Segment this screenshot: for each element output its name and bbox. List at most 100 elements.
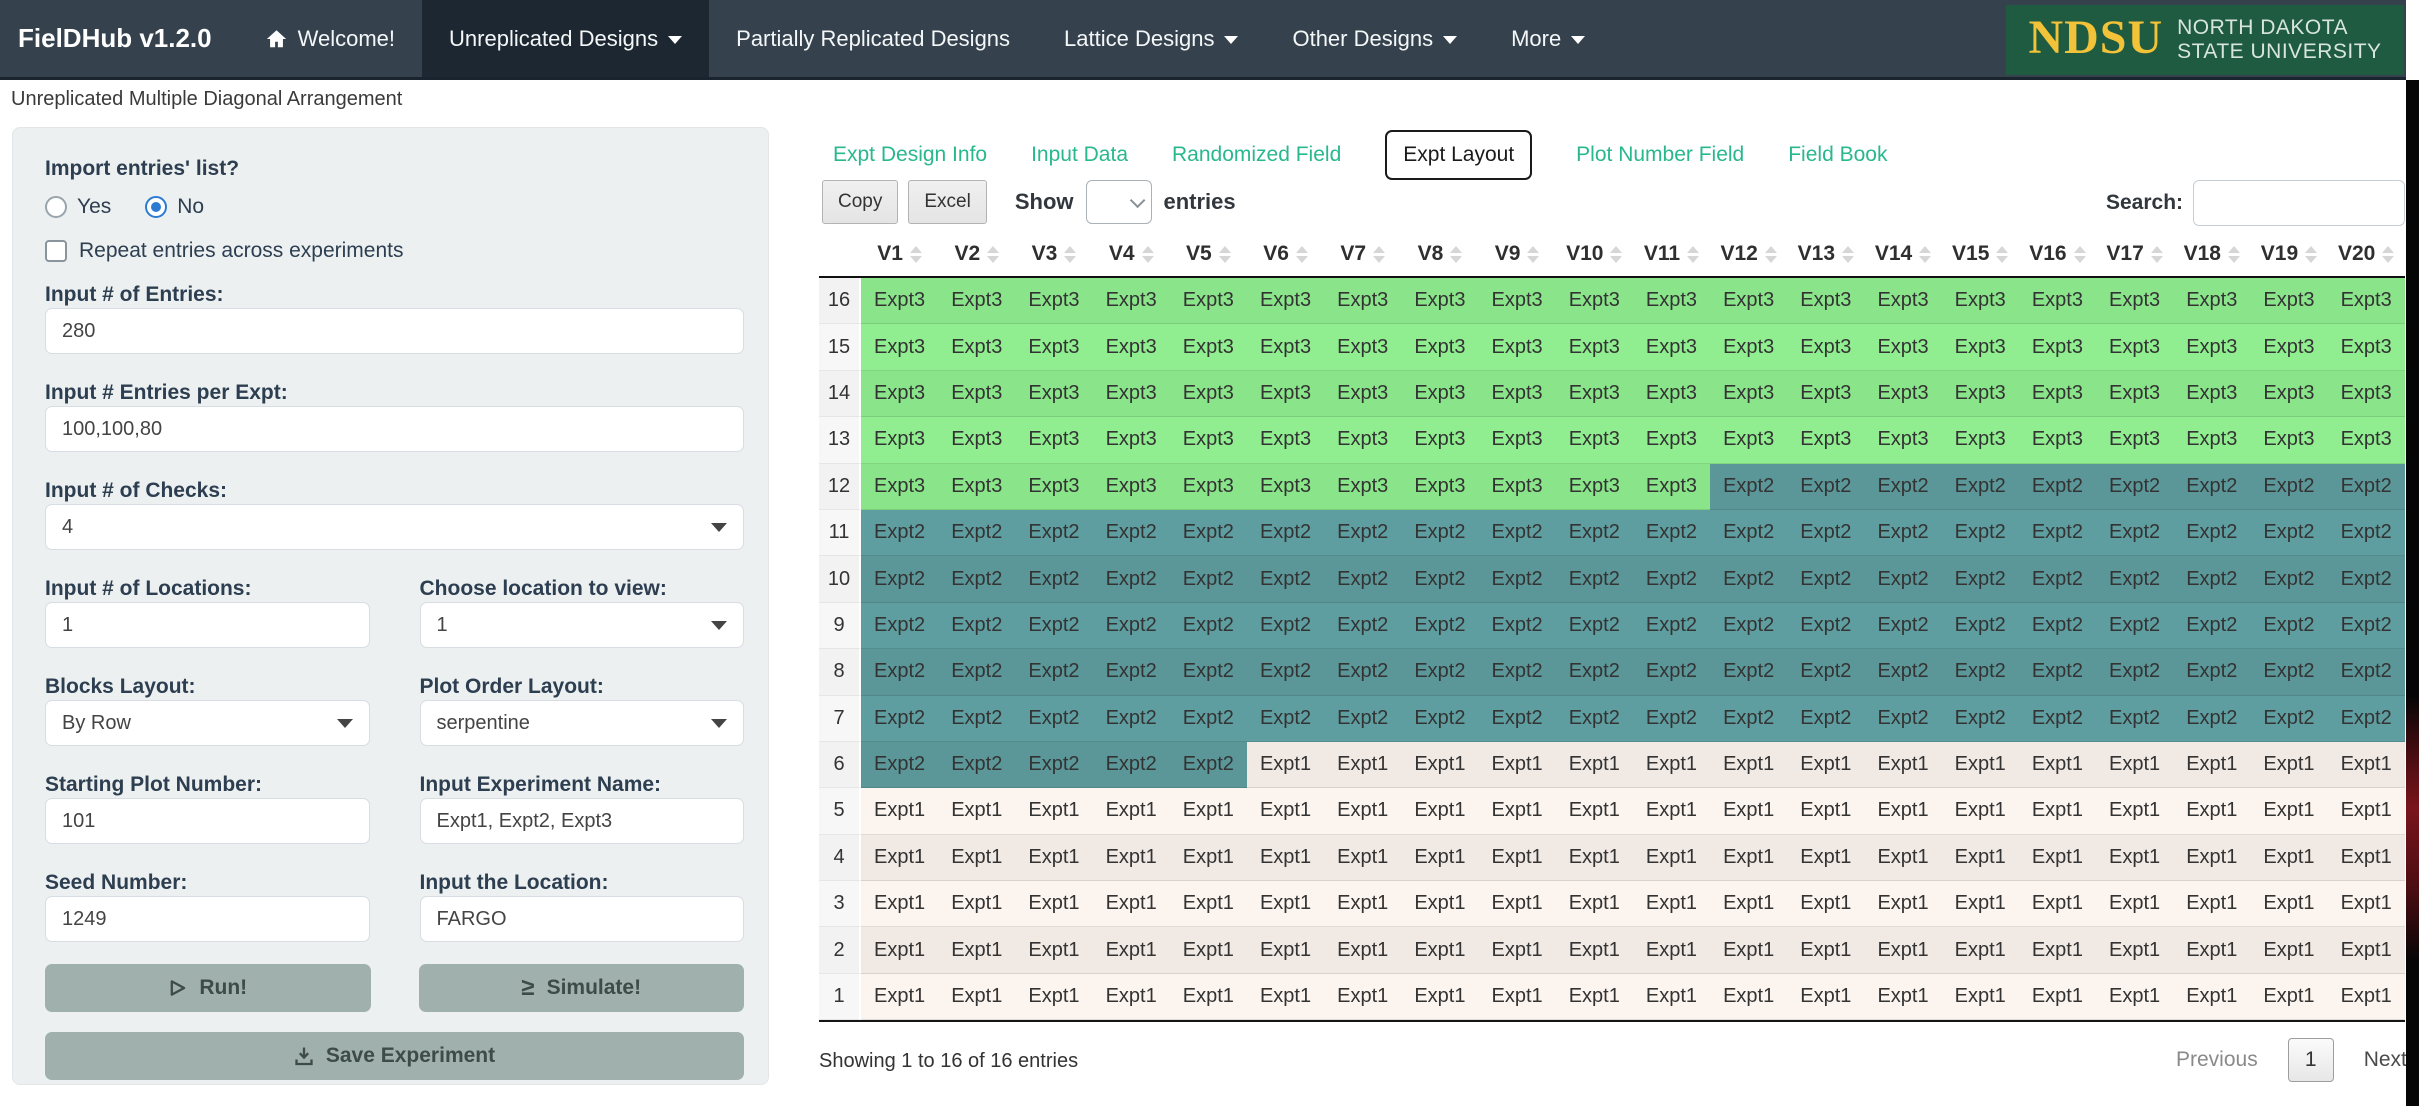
page-length-select[interactable] — [1086, 180, 1152, 224]
column-header-v1[interactable]: V1 — [861, 232, 938, 278]
table-cell: Expt1 — [861, 788, 938, 834]
table-cell: Expt2 — [1093, 649, 1170, 695]
column-header-v11[interactable]: V11 — [1633, 232, 1710, 278]
excel-button[interactable]: Excel — [908, 180, 986, 224]
plot-order-select[interactable]: serpentine — [420, 700, 745, 746]
radio-icon[interactable] — [45, 196, 67, 218]
column-header-v14[interactable]: V14 — [1864, 232, 1941, 278]
table-cell: Expt2 — [1633, 603, 1710, 649]
tab-expt-design-info[interactable]: Expt Design Info — [833, 143, 987, 167]
table-cell: Expt1 — [1401, 788, 1478, 834]
table-cell: Expt1 — [2328, 927, 2405, 973]
column-header-v13[interactable]: V13 — [1787, 232, 1864, 278]
nav-item-other-designs[interactable]: Other Designs — [1265, 0, 1484, 77]
table-cell: Expt3 — [1556, 278, 1633, 324]
save-experiment-button[interactable]: Save Experiment — [45, 1032, 744, 1080]
table-cell: Expt1 — [1787, 927, 1864, 973]
nav-item-welcome[interactable]: Welcome! — [238, 0, 422, 77]
table-cell: Expt2 — [2328, 603, 2405, 649]
locations-input[interactable] — [45, 602, 370, 648]
blocks-layout-select[interactable]: By Row — [45, 700, 370, 746]
column-header-v3[interactable]: V3 — [1015, 232, 1092, 278]
column-header-v7[interactable]: V7 — [1324, 232, 1401, 278]
table-cell: Expt2 — [1787, 603, 1864, 649]
column-header-v16[interactable]: V16 — [2019, 232, 2096, 278]
table-cell: Expt3 — [1247, 278, 1324, 324]
column-header-v6[interactable]: V6 — [1247, 232, 1324, 278]
column-header-v2[interactable]: V2 — [938, 232, 1015, 278]
table-cell: Expt1 — [2096, 927, 2173, 973]
chevron-down-icon — [711, 719, 727, 728]
page-title: Unreplicated Multiple Diagonal Arrangeme… — [11, 88, 402, 111]
run-button[interactable]: Run! — [45, 964, 371, 1012]
table-cell: Expt3 — [2250, 417, 2327, 463]
search-input[interactable] — [2193, 180, 2405, 226]
column-header-v8[interactable]: V8 — [1401, 232, 1478, 278]
nav-item-unreplicated-designs[interactable]: Unreplicated Designs — [422, 0, 709, 77]
table-cell: Expt2 — [1479, 603, 1556, 649]
checks-select[interactable]: 4 — [45, 504, 744, 550]
table-cell: Expt3 — [2328, 278, 2405, 324]
experiment-name-input[interactable] — [420, 798, 745, 844]
table-cell: Expt2 — [1864, 464, 1941, 510]
column-header-v5[interactable]: V5 — [1170, 232, 1247, 278]
radio-option-yes[interactable]: Yes — [45, 195, 111, 219]
table-cell: Expt3 — [1633, 417, 1710, 463]
column-header-v4[interactable]: V4 — [1093, 232, 1170, 278]
page-1-button[interactable]: 1 — [2288, 1038, 2334, 1082]
nav-item-partially-replicated-designs[interactable]: Partially Replicated Designs — [709, 0, 1037, 77]
table-cell: Expt3 — [2019, 278, 2096, 324]
tab-expt-layout[interactable]: Expt Layout — [1385, 130, 1532, 180]
table-cell: Expt1 — [2328, 881, 2405, 927]
column-header-v15[interactable]: V15 — [1942, 232, 2019, 278]
home-icon — [265, 28, 288, 50]
tab-input-data[interactable]: Input Data — [1031, 143, 1128, 167]
simulate-button[interactable]: ≥ Simulate! — [419, 964, 745, 1012]
column-header-v10[interactable]: V10 — [1556, 232, 1633, 278]
next-page-button[interactable]: Next — [2364, 1048, 2407, 1072]
sort-icon — [1842, 246, 1854, 263]
nav-item-lattice-designs[interactable]: Lattice Designs — [1037, 0, 1265, 77]
result-tabs: Expt Design Info Input Data Randomized Fie… — [833, 130, 1887, 180]
column-header-v19[interactable]: V19 — [2250, 232, 2327, 278]
tab-randomized-field[interactable]: Randomized Field — [1172, 143, 1341, 167]
entries-per-expt-input[interactable] — [45, 406, 744, 452]
table-cell: Expt2 — [1247, 696, 1324, 742]
column-header-v9[interactable]: V9 — [1479, 232, 1556, 278]
column-header-v20[interactable]: V20 — [2328, 232, 2405, 278]
tab-field-book[interactable]: Field Book — [1788, 143, 1887, 167]
copy-button[interactable]: Copy — [822, 180, 898, 224]
row-number: 14 — [819, 371, 861, 417]
app-brand[interactable]: FielDHub v1.2.0 — [0, 0, 238, 77]
row-number: 6 — [819, 742, 861, 788]
table-cell: Expt1 — [938, 974, 1015, 1020]
table-cell: Expt3 — [1247, 324, 1324, 370]
column-header-v18[interactable]: V18 — [2173, 232, 2250, 278]
starting-plot-input[interactable] — [45, 798, 370, 844]
table-cell: Expt2 — [1633, 510, 1710, 556]
column-header-v12[interactable]: V12 — [1710, 232, 1787, 278]
table-cell: Expt3 — [1787, 324, 1864, 370]
table-cell: Expt1 — [861, 835, 938, 881]
table-cell: Expt1 — [1942, 927, 2019, 973]
table-cell: Expt2 — [1556, 603, 1633, 649]
table-cell: Expt1 — [1633, 927, 1710, 973]
location-view-select[interactable]: 1 — [420, 602, 745, 648]
seed-input[interactable] — [45, 896, 370, 942]
entries-input[interactable] — [45, 308, 744, 354]
tab-plot-number-field[interactable]: Plot Number Field — [1576, 143, 1744, 167]
table-cell: Expt2 — [1479, 556, 1556, 602]
column-header-v17[interactable]: V17 — [2096, 232, 2173, 278]
nav-item-more[interactable]: More — [1484, 0, 1612, 77]
table-cell: Expt2 — [2250, 603, 2327, 649]
checkbox-icon[interactable] — [45, 240, 67, 262]
window-scrollbar[interactable] — [2406, 80, 2419, 1106]
location-name-input[interactable] — [420, 896, 745, 942]
radio-selected-icon[interactable] — [145, 196, 167, 218]
starting-plot-label: Starting Plot Number: — [45, 772, 370, 798]
table-cell: Expt2 — [1710, 556, 1787, 602]
repeat-entries-checkbox[interactable]: Repeat entries across experiments — [45, 238, 744, 264]
previous-page-button[interactable]: Previous — [2176, 1048, 2258, 1072]
table-cell: Expt1 — [1324, 974, 1401, 1020]
radio-option-no[interactable]: No — [145, 195, 204, 219]
